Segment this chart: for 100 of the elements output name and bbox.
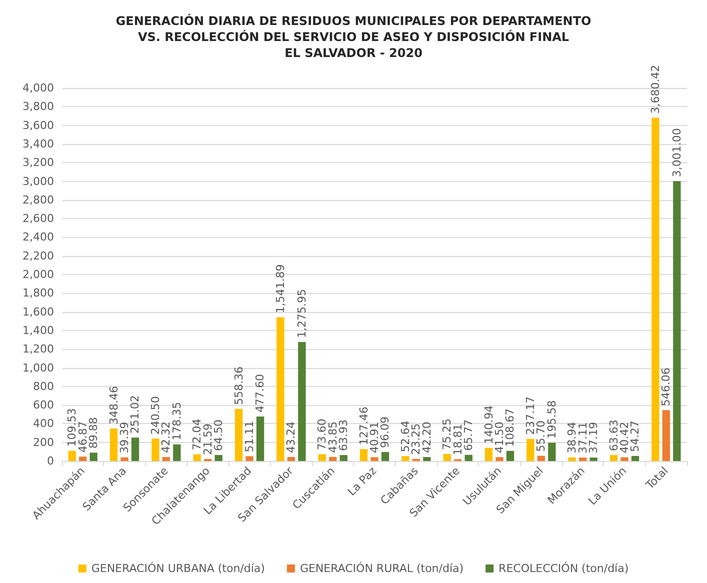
y-tick-label: 3,600 bbox=[22, 118, 54, 132]
data-label: 251.02 bbox=[128, 395, 142, 434]
data-label: 3,001.00 bbox=[670, 128, 684, 178]
y-tick-label: 3,800 bbox=[22, 100, 54, 114]
data-label: 140.94 bbox=[482, 405, 496, 444]
data-label: 43.85 bbox=[326, 421, 340, 453]
data-label: 43.24 bbox=[284, 421, 298, 453]
data-label: 73.60 bbox=[316, 418, 329, 450]
y-tick-label: 800 bbox=[33, 380, 54, 393]
x-tick-label: La Paz bbox=[345, 464, 380, 498]
data-label: 72.04 bbox=[190, 418, 204, 450]
y-tick-label: 1,600 bbox=[22, 305, 54, 318]
data-label: 52.64 bbox=[398, 420, 412, 452]
legend-label: GENERACIÓN RURAL (ton/día) bbox=[300, 561, 464, 575]
bar bbox=[526, 438, 534, 461]
bar bbox=[246, 456, 254, 461]
data-label: 18.81 bbox=[451, 424, 464, 456]
bar bbox=[110, 428, 118, 461]
data-label: 63.93 bbox=[337, 420, 350, 452]
bar bbox=[152, 438, 160, 461]
data-label: 42.32 bbox=[160, 422, 173, 454]
data-label: 108.67 bbox=[504, 408, 517, 447]
bar bbox=[537, 456, 546, 461]
bar bbox=[381, 452, 390, 461]
bar bbox=[90, 452, 98, 461]
y-tick-label: 1,000 bbox=[22, 361, 54, 374]
y-tick-label: 200 bbox=[33, 436, 54, 449]
bar bbox=[131, 438, 140, 461]
data-label: 195.58 bbox=[545, 400, 558, 439]
bar bbox=[673, 181, 681, 461]
bar bbox=[173, 444, 181, 461]
data-label: 348.46 bbox=[107, 386, 120, 425]
y-tick-label: 4,000 bbox=[22, 82, 54, 94]
y-tick-label: 0 bbox=[47, 454, 54, 468]
data-label: 75.25 bbox=[440, 418, 454, 450]
data-label: 46.87 bbox=[76, 421, 90, 453]
bar bbox=[631, 456, 640, 461]
chart-title: GENERACIÓN DIARIA DE RESIDUOS MUNICIPALES POR DEPARTAMENTO VS. RECOLECCIÓN DEL SERVICIO DE ASEO Y DISPOSICIÓN FINAL EL SALVADOR - 2020 bbox=[116, 13, 592, 60]
data-label: 546.06 bbox=[660, 368, 673, 406]
data-label: 178.35 bbox=[170, 402, 184, 440]
data-label: 55.70 bbox=[534, 420, 548, 452]
bar bbox=[162, 457, 170, 461]
bar bbox=[340, 455, 348, 461]
bar bbox=[423, 457, 431, 461]
bar bbox=[548, 442, 556, 461]
y-tick-label: 1,400 bbox=[22, 324, 54, 337]
y-tick-label: 3,200 bbox=[22, 156, 54, 170]
data-label: 39.39 bbox=[118, 422, 131, 454]
y-tick-label: 2,200 bbox=[22, 249, 54, 262]
y-tick-label: 2,600 bbox=[22, 212, 54, 226]
bar bbox=[370, 457, 378, 461]
y-tick-label: 400 bbox=[33, 417, 54, 430]
bar bbox=[360, 449, 368, 461]
bar bbox=[443, 454, 451, 461]
data-label: 1,275.95 bbox=[295, 289, 308, 338]
y-tick-label: 1,800 bbox=[22, 286, 54, 300]
bar bbox=[662, 410, 670, 461]
bar bbox=[578, 458, 587, 461]
bar bbox=[652, 118, 660, 461]
data-label: 89.88 bbox=[87, 417, 100, 449]
bar bbox=[298, 342, 306, 461]
bar bbox=[287, 456, 296, 461]
data-label: 237.17 bbox=[524, 396, 537, 435]
legend-label: GENERACIÓN URBANA (ton/día) bbox=[91, 561, 265, 575]
bar bbox=[214, 454, 222, 461]
y-tick-label: 3,000 bbox=[22, 174, 54, 188]
data-label: 51.11 bbox=[243, 420, 256, 452]
data-label: 3,680.42 bbox=[648, 64, 662, 114]
data-label: 96.09 bbox=[378, 416, 392, 448]
bar bbox=[590, 458, 598, 461]
data-label: 41.50 bbox=[493, 422, 506, 454]
bar bbox=[328, 456, 337, 461]
data-label: 240.50 bbox=[148, 396, 162, 435]
data-label: 54.27 bbox=[628, 420, 642, 452]
bar bbox=[402, 456, 410, 461]
bar bbox=[234, 408, 243, 461]
y-tick-label: 2,000 bbox=[22, 268, 54, 281]
data-label: 127.46 bbox=[357, 406, 370, 446]
y-tick-label: 2,400 bbox=[22, 230, 54, 244]
data-label: 37.19 bbox=[587, 422, 600, 454]
bar bbox=[484, 448, 493, 461]
bar bbox=[256, 416, 264, 461]
data-label: 40.91 bbox=[368, 422, 381, 454]
data-label: 42.20 bbox=[420, 422, 434, 454]
bar bbox=[568, 457, 576, 461]
data-label: 558.36 bbox=[232, 366, 246, 405]
bar bbox=[78, 456, 87, 461]
y-tick-label: 1,200 bbox=[22, 342, 54, 356]
data-label: 37.11 bbox=[576, 422, 590, 454]
data-label: 38.94 bbox=[566, 422, 579, 454]
data-label: 63.63 bbox=[607, 420, 620, 452]
data-label: 477.60 bbox=[254, 374, 267, 412]
bar bbox=[276, 317, 284, 461]
y-tick-label: 3,400 bbox=[22, 137, 54, 150]
bar bbox=[120, 457, 128, 461]
bar bbox=[506, 450, 514, 461]
bar bbox=[464, 454, 472, 461]
bar bbox=[68, 450, 76, 461]
data-label: 1,541.89 bbox=[274, 264, 287, 314]
legend-label: RECOLECCIÓN (ton/día) bbox=[498, 561, 629, 575]
